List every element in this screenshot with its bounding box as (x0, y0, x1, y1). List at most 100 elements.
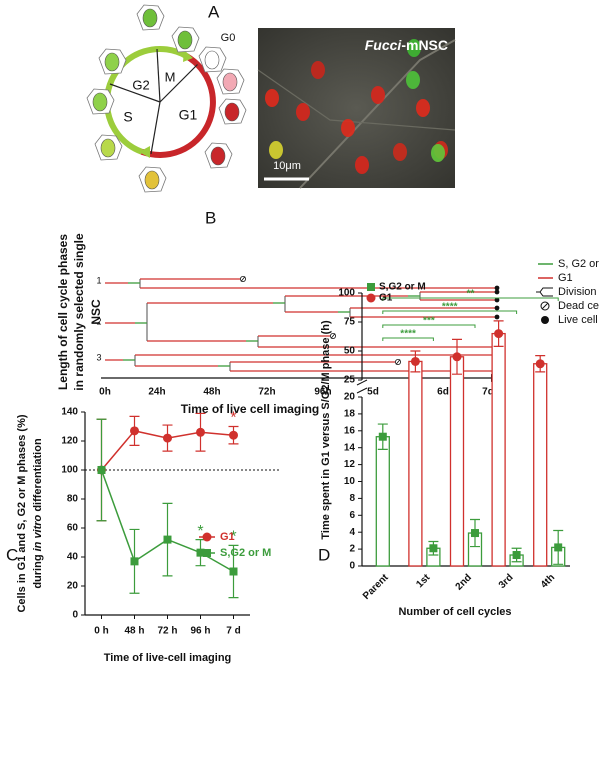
marker (163, 433, 172, 443)
nucleus (431, 144, 445, 162)
marker (554, 543, 563, 552)
phase-label: G1 (179, 107, 198, 123)
y-axis-title: in randomly selected single (72, 233, 86, 391)
comparison-label: **** (442, 302, 458, 313)
comparison-label: ** (467, 289, 475, 300)
cell-cycle-diagram: M G2 S G1 G0 (86, 4, 247, 193)
marker (229, 430, 238, 440)
phase-label: G0 (221, 32, 236, 44)
arc-g1 (140, 53, 216, 158)
live-cell (494, 305, 500, 311)
y-tick-label: 20 (67, 581, 79, 592)
significance-label: * (230, 410, 236, 427)
nucleus (407, 39, 421, 57)
marker (512, 551, 521, 560)
marker (130, 557, 139, 566)
y-tick-label: 140 (61, 407, 78, 418)
nucleus (341, 119, 355, 137)
y-tick-label: 25 (344, 375, 356, 386)
time-tick-label: 5d (367, 387, 379, 398)
legend-label: G1 (220, 531, 235, 543)
legend-label: Live cell (558, 314, 598, 326)
bar (533, 363, 548, 567)
phase-divider (159, 64, 198, 103)
marker (471, 529, 479, 538)
cell-process (299, 39, 456, 189)
image-label-italic: Fucci (365, 37, 403, 53)
lineage-label: 1 (96, 275, 101, 285)
scale-bar-label: 10μm (273, 160, 301, 172)
y-tick-label: 100 (338, 288, 355, 299)
marker (494, 329, 504, 339)
y-tick-label: 2 (349, 544, 355, 555)
phase-label: S (123, 109, 132, 125)
x-tick-label: 72 h (157, 626, 177, 637)
y-tick-label: 50 (344, 346, 356, 357)
y-tick-label: 60 (67, 523, 79, 534)
phase-divider (156, 48, 161, 103)
nucleus (355, 156, 369, 174)
nucleus (177, 30, 193, 50)
lineage-tree (105, 275, 500, 374)
x-axis-title: Time of live cell imaging (181, 402, 320, 416)
panel-letter: B (205, 208, 216, 227)
nucleus (210, 146, 226, 166)
line-chart: 0 20 40 60 80 100 120 140 0 h 48 h 72 h 96 h 7 d Time… (16, 407, 280, 664)
image-label: Fucci-mNSC (365, 37, 448, 53)
cells (86, 4, 247, 193)
y-tick-label: 18 (344, 409, 356, 420)
live-cell (494, 297, 500, 303)
live-cell (494, 289, 500, 295)
cell-process (257, 69, 456, 131)
y-axis-title: Length of cell cycle phases (56, 234, 70, 390)
y-tick-label: 100 (61, 465, 78, 476)
marker (367, 283, 375, 291)
marker (163, 535, 172, 544)
y-tick-label: 6 (349, 510, 355, 521)
x-tick-label: 4th (539, 572, 557, 590)
comparison-label: *** (423, 316, 435, 327)
comparison-bracket (382, 310, 518, 314)
marker (130, 426, 139, 436)
y-tick-label: 16 (344, 425, 356, 436)
marker (366, 293, 376, 303)
marker (378, 432, 387, 441)
legend-label: S, G2 or M (558, 258, 599, 270)
x-axis-title: Time of live-cell imaging (104, 652, 232, 664)
legend-swatch (541, 316, 549, 324)
y-axis-title: Time spent in G1 versus S/G2/M phase (h) (320, 320, 332, 540)
nucleus (224, 102, 240, 122)
y-tick-label: 10 (344, 476, 356, 487)
comparison-bracket (382, 297, 559, 301)
nucleus (100, 138, 116, 158)
x-tick-label: 48 h (124, 626, 144, 637)
legend: S, G2 or M G1 Division Dead cell Live cell (536, 258, 599, 326)
marker (535, 359, 545, 369)
y-axis-title: NSC (89, 299, 103, 325)
legend-label: G1 (379, 293, 393, 304)
time-ticks: 0h 24h 48h 72h 96h 5d 6d 7d (99, 387, 494, 398)
panel-letter: C (6, 545, 18, 564)
time-tick-label: 0h (99, 387, 111, 398)
bar (491, 332, 506, 567)
nucleus (92, 92, 108, 112)
x-tick-label: 1st (414, 572, 432, 590)
marker (452, 352, 462, 362)
y-tick-label: 4 (349, 527, 355, 538)
marker (97, 466, 106, 474)
time-tick-label: 48h (203, 387, 220, 398)
nuclei (265, 39, 448, 174)
x-tick-label: 0 h (94, 626, 108, 637)
axis-break (356, 379, 368, 394)
y-tick-label: 14 (344, 442, 356, 453)
phase-label: G2 (132, 77, 149, 92)
phase-label: M (165, 69, 176, 84)
y-tick-label: 20 (344, 392, 356, 403)
bar (375, 436, 390, 567)
nucleus (296, 103, 310, 121)
y-tick-label: 12 (344, 459, 356, 470)
y-tick-label: 120 (61, 436, 78, 447)
y-tick-label: 40 (67, 552, 79, 563)
